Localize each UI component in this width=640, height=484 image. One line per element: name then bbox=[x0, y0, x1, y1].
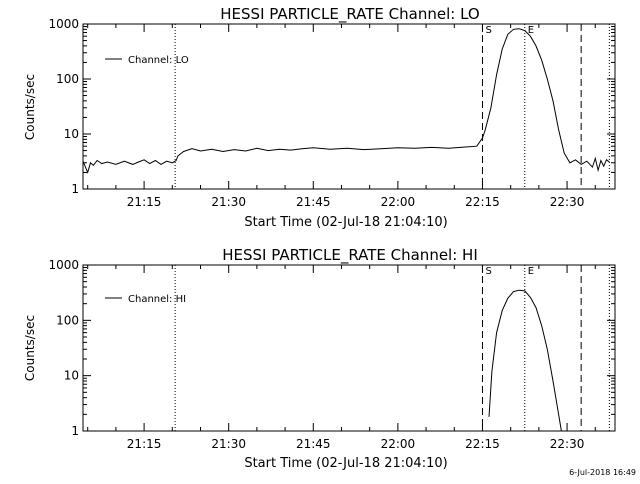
event-marker-label: E bbox=[528, 266, 534, 277]
event-marker-label: E bbox=[528, 25, 534, 36]
x-tick-label: 21:30 bbox=[211, 437, 246, 451]
x-tick-label: 22:30 bbox=[550, 195, 585, 209]
chart-title-hi: HESSI PARTICLE_RATE Channel: HI bbox=[222, 246, 478, 265]
x-tick-label: 22:15 bbox=[465, 437, 500, 451]
y-axis-label-lo: Counts/sec bbox=[23, 74, 37, 140]
x-axis-label-lo: Start Time (02-Jul-18 21:04:10) bbox=[244, 215, 447, 230]
x-tick-label: 21:15 bbox=[127, 437, 162, 451]
y-axis-hi: 1 10 100 1000 bbox=[48, 258, 615, 438]
date-stamp: 6-Jul-2018 16:49 bbox=[569, 468, 636, 477]
chart-title-lo: HESSI PARTICLE_RATE Channel: LO bbox=[220, 5, 479, 24]
x-tick-label: 22:00 bbox=[381, 195, 416, 209]
x-tick-label: 21:45 bbox=[296, 195, 331, 209]
x-axis-hi: 21:15 21:30 21:45 22:00 22:15 22:30 bbox=[87, 265, 596, 451]
legend-hi: Channel: HI bbox=[105, 294, 186, 305]
y-tick-label: 1000 bbox=[48, 258, 79, 272]
y-axis-label-hi: Counts/sec bbox=[23, 315, 37, 381]
y-tick-label: 10 bbox=[64, 369, 79, 383]
x-tick-label: 21:45 bbox=[296, 437, 331, 451]
legend-label-hi: Channel: HI bbox=[128, 294, 186, 305]
y-tick-label: 1 bbox=[71, 182, 79, 196]
plot-frame-hi bbox=[82, 264, 616, 432]
series-line-lo bbox=[82, 28, 610, 174]
legend-label-lo: Channel: LO bbox=[128, 55, 189, 66]
x-axis-label-hi: Start Time (02-Jul-18 21:04:10) bbox=[244, 456, 447, 471]
event-marker-label: S bbox=[485, 25, 491, 36]
x-tick-label: 22:00 bbox=[381, 437, 416, 451]
panel-hi: HESSI PARTICLE_RATE Channel: HI Counts/s… bbox=[23, 246, 616, 471]
y-axis-lo: 1 10 100 1000 bbox=[48, 17, 615, 196]
x-tick-label: 21:15 bbox=[127, 195, 162, 209]
y-tick-label: 100 bbox=[56, 72, 79, 86]
legend-lo: Channel: LO bbox=[105, 55, 189, 66]
y-tick-label: 1000 bbox=[48, 17, 79, 31]
x-tick-label: 22:30 bbox=[550, 437, 585, 451]
x-axis-lo: 21:15 21:30 21:45 22:00 22:15 22:30 bbox=[87, 24, 596, 209]
y-tick-label: 10 bbox=[64, 127, 79, 141]
plot-frame-lo bbox=[82, 23, 616, 190]
y-tick-label: 100 bbox=[56, 313, 79, 327]
panel-lo: HESSI PARTICLE_RATE Channel: LO Counts/s… bbox=[23, 5, 616, 230]
event-marker-label: S bbox=[485, 266, 491, 277]
series-line-hi bbox=[488, 289, 562, 432]
y-tick-label: 1 bbox=[71, 424, 79, 438]
x-tick-label: 22:15 bbox=[465, 195, 500, 209]
x-tick-label: 21:30 bbox=[211, 195, 246, 209]
